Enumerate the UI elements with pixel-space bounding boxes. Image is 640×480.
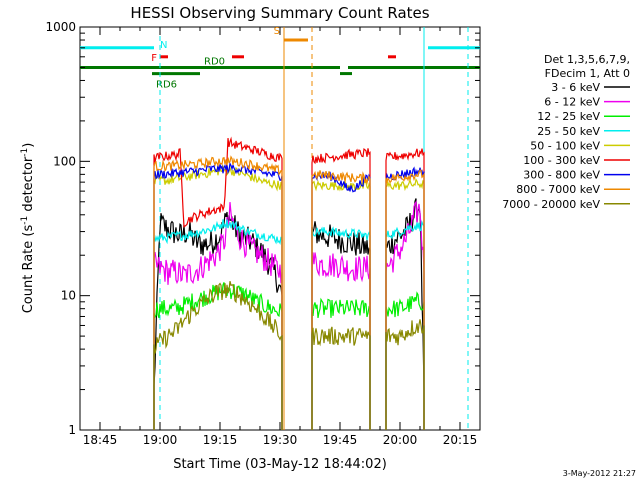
x-tick-label: 19:45 (323, 433, 358, 447)
flag-label-s: S (274, 26, 280, 37)
series-line-8 (385, 319, 425, 430)
x-tick-label: 20:15 (443, 433, 478, 447)
legend-entry-label: 100 - 300 keV (523, 154, 600, 167)
series-line-2 (311, 297, 371, 430)
x-axis-label: Start Time (03-May-12 18:44:02) (173, 457, 387, 472)
series-line-1 (153, 202, 283, 430)
series-lines (153, 136, 425, 430)
legend-entry-label: 7000 - 20000 keV (502, 198, 600, 211)
flag-label-rd0: RD0 (204, 56, 225, 67)
y-axis-label-sup: -1 (20, 216, 30, 225)
chart-title: HESSI Observing Summary Count Rates (130, 4, 429, 22)
legend-entry-label: 3 - 6 keV (551, 81, 600, 94)
legend-entry-label: 6 - 12 keV (544, 96, 600, 109)
legend-header-line-2: FDecim 1, Att 0 (545, 67, 630, 80)
series-line-4 (153, 164, 283, 430)
x-tick-label: 19:30 (263, 433, 298, 447)
series-line-5 (153, 136, 283, 430)
series-line-1 (385, 200, 425, 430)
x-tick-label: 19:15 (203, 433, 238, 447)
y-axis-label-main: Count Rate (s (21, 225, 36, 314)
y-axis-ticks: 1 10 100 1000 (45, 20, 480, 437)
legend-entry-label: 800 - 7000 keV (516, 183, 600, 196)
x-tick-label: 20:00 (383, 433, 418, 447)
y-axis-label-end: ) (21, 143, 36, 148)
series-line-4 (385, 177, 425, 430)
series-line-6 (311, 171, 371, 430)
flag-label-rd6: RD6 (156, 80, 177, 91)
legend-entry-label: 12 - 25 keV (537, 110, 600, 123)
y-tick-label: 1000 (45, 20, 76, 34)
series-line-0 (311, 221, 371, 430)
series-line-8 (311, 326, 371, 430)
y-tick-label: 1 (68, 423, 76, 437)
legend-entry-label: 50 - 100 keV (530, 139, 600, 152)
legend-entry-label: 300 - 800 keV (523, 169, 600, 182)
series-line-3 (385, 220, 425, 430)
series-line-7 (311, 170, 371, 430)
flag-label-f: F (151, 53, 157, 64)
x-tick-label: 18:45 (83, 433, 118, 447)
series-line-5 (385, 148, 425, 430)
y-axis-label-rest: detector (21, 156, 36, 216)
x-axis-ticks: 18:45 19:00 19:15 19:30 19:45 20:00 20:15 (79, 27, 481, 447)
series-line-1 (311, 252, 371, 430)
series-line-3 (311, 226, 371, 430)
y-tick-label: 100 (53, 154, 76, 168)
flag-label-n: N (160, 40, 167, 51)
series-line-8 (153, 281, 283, 430)
x-tick-label: 19:00 (143, 433, 178, 447)
y-axis-label: Count Rate (s-1 detector-1) (20, 143, 36, 314)
legend-entry-label: 25 - 50 keV (537, 125, 600, 138)
series-line-7 (153, 155, 283, 430)
y-tick-label: 10 (61, 289, 76, 303)
y-axis-label-sup2: -1 (20, 148, 30, 157)
series-line-3 (153, 219, 283, 430)
legend-header-line-1: Det 1,3,5,6,7,9, (544, 53, 630, 66)
series-line-5 (311, 148, 371, 430)
series-line-2 (385, 291, 425, 430)
footer-date: 3-May-2012 21:27 (563, 469, 636, 478)
series-line-2 (153, 282, 283, 430)
series-line-7 (385, 169, 425, 430)
